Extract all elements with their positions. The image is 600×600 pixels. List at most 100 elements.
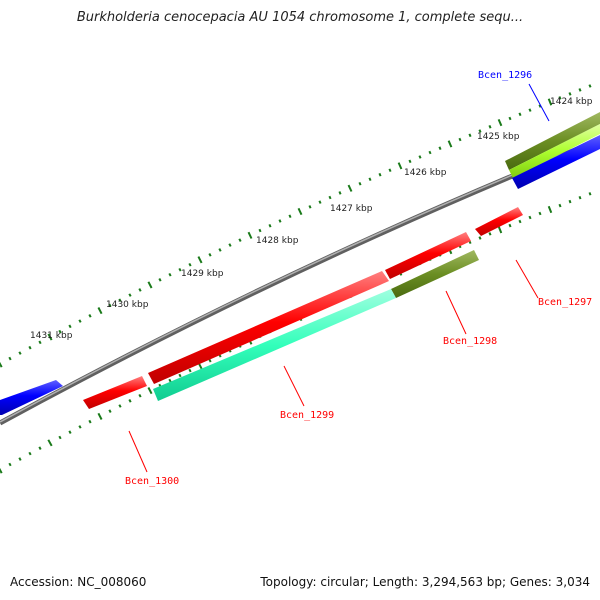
scale-tick [38,340,42,345]
scale-tick [528,108,532,112]
scale-tick [228,243,232,247]
accession-label: Accession: NC_008060 [10,575,147,589]
scale-tick [488,232,492,236]
gene-bcen-1296[interactable] [512,135,600,189]
scale-tick [538,104,542,108]
scale-tick [128,293,132,297]
scale-tick [397,162,403,170]
scale-tick [0,361,3,368]
scale-tick [88,419,92,424]
scale-label: 1429 kbp [181,269,224,279]
scale-tick [318,200,322,204]
scale-tick [28,451,32,456]
gene-bcen-1299[interactable] [148,271,389,384]
scale-tick [208,253,212,257]
scale-tick [288,214,292,219]
scale-label: 1428 kbp [256,236,299,246]
scale-tick [18,351,22,355]
gene-label-bcen-1299: Bcen_1299 [280,410,334,421]
scale-tick [578,88,582,92]
scale-tick [578,195,582,200]
scale-tick [188,368,192,373]
gene-left-blue[interactable] [0,380,63,415]
scale-tick [308,205,312,209]
scale-tick [88,314,92,318]
scale-tick [568,199,572,204]
gene-bcen-1296-outer[interactable] [505,112,600,178]
scale-tick [297,207,303,216]
gene-labels: Bcen_1296 Bcen_1297 Bcen_1298 Bcen_1299 … [125,70,592,487]
scale-tick [408,159,412,164]
scale-tick [508,116,512,121]
gene-label-bcen-1296: Bcen_1296 [478,70,532,81]
scale-tick [518,219,522,224]
scale-tick [138,288,142,292]
scale-tick [178,373,182,378]
gene-olive-inner[interactable] [391,250,479,298]
scale-tick [118,298,122,303]
scale-tick [68,324,72,329]
scale-label: 1426 kbp [404,168,447,178]
chromosome-backbone [0,137,600,426]
scale-tick [558,96,562,100]
scale-tick [118,404,122,408]
scale-tick [547,205,553,214]
gene-aqua-inner[interactable] [153,289,396,401]
chromosome-backbone-highlight [0,138,600,423]
scale-tick [8,356,12,361]
scale-tick [28,345,32,350]
scale-tick [197,256,203,264]
scale-tick [568,92,572,96]
scale-tick [478,129,482,133]
scale-tick [368,177,372,182]
scale-tick [97,412,103,420]
scale-tick [378,172,382,177]
scale-tick [108,303,112,308]
scale-label: 1431 kbp [30,331,73,341]
scale-tick [47,333,53,341]
genome-stats: Topology: circular; Length: 3,294,563 bp… [260,575,590,589]
scale-tick [158,278,162,282]
scale-tick [447,140,453,148]
scale-label: 1425 kbp [477,132,520,142]
scale-tick [18,457,22,461]
scale-tick [178,267,182,272]
gene-bcen-1298[interactable] [385,232,471,279]
scale-label: 1424 kbp [550,97,593,107]
scale-tick [328,195,332,200]
scale-tick [168,378,172,383]
gene-label-bcen-1298: Bcen_1298 [443,336,497,347]
scale-tick [168,272,172,277]
scale-tick [247,231,253,239]
scale-tick [588,192,592,196]
scale-tick [0,467,3,474]
scale-tick [497,226,503,234]
scale-tick [428,150,432,155]
scale-tick [347,184,353,192]
scale-tick [38,446,42,450]
scale-tick [238,238,242,242]
scale-tick [508,223,512,228]
scale-tick [488,125,492,129]
scale-tick [108,409,112,413]
gene-bcen-1300[interactable] [83,376,147,409]
scale-tick [138,393,142,398]
scale-tick [8,462,12,467]
scale-tick [268,223,272,228]
scale-tick [468,133,472,138]
scale-tick [588,84,592,88]
scale-tick [497,118,503,127]
scale-tick [388,168,392,173]
scale-tick [47,439,53,447]
scale-label: 1430 kbp [106,300,149,310]
scale-tick [547,98,553,106]
scale-tick [458,137,462,142]
scale-tick [478,236,482,240]
scale-tick [128,399,132,403]
scale-tick [218,248,222,252]
scale-tick [58,435,62,440]
gene-bcen-1297[interactable] [475,207,523,236]
scale-tick [538,211,542,216]
scale-tick [68,430,72,434]
